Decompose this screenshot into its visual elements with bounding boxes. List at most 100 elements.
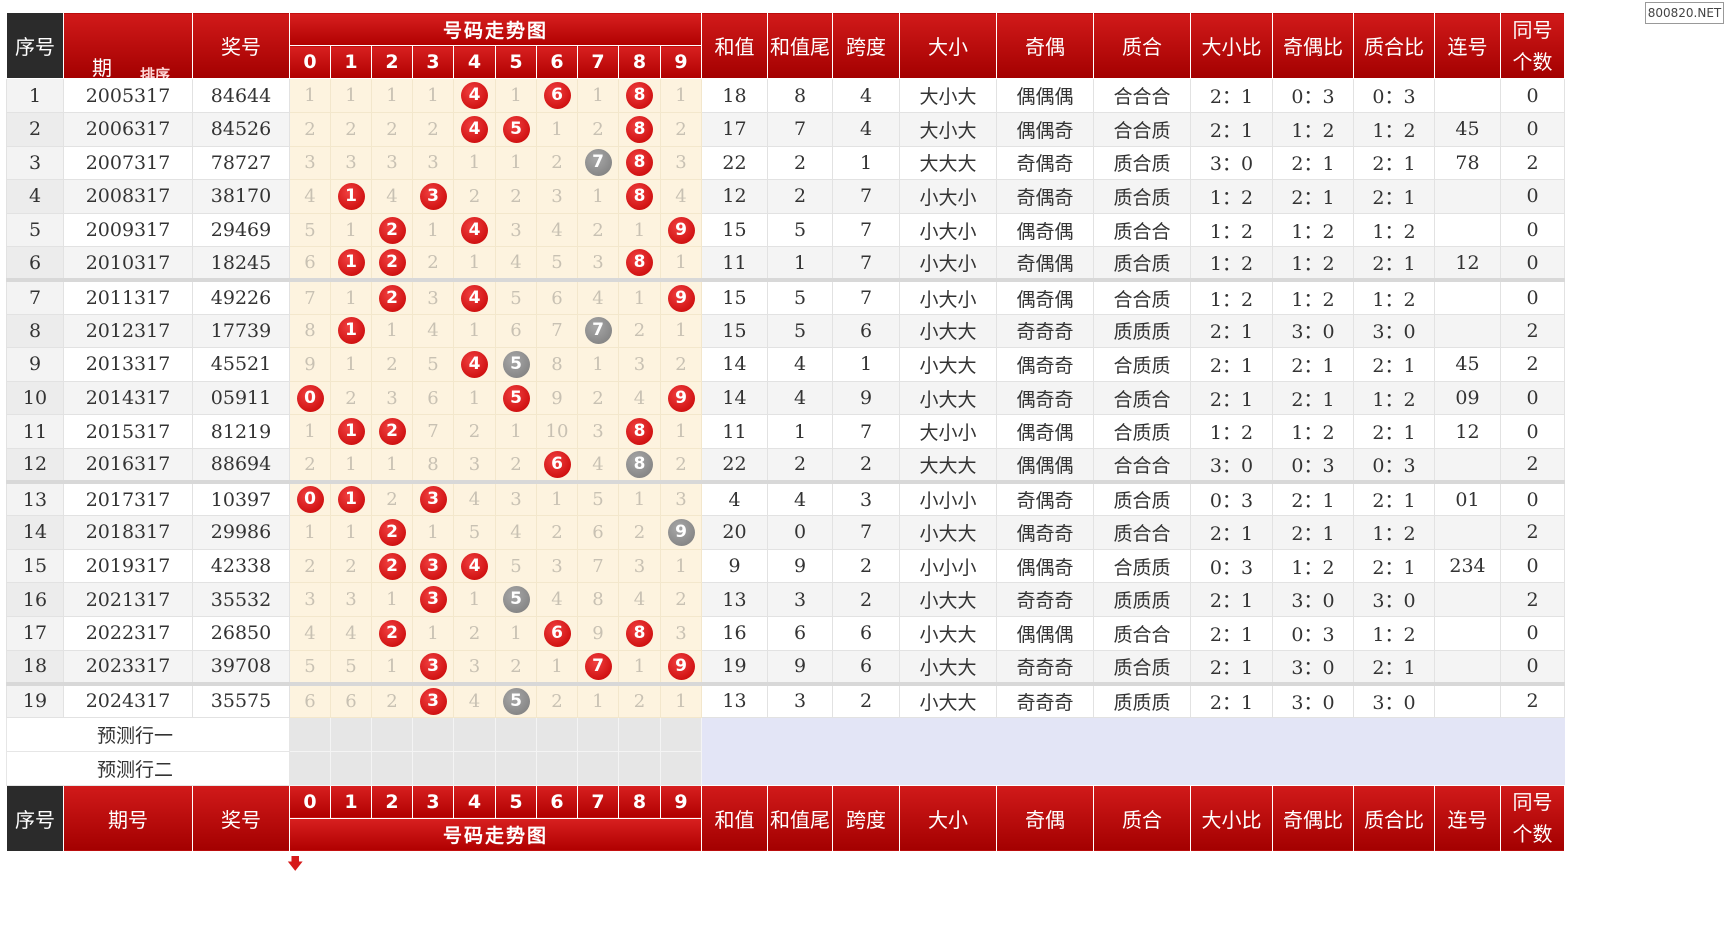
same-count-cell: 0	[1500, 179, 1565, 214]
missing-count-cell: 8	[412, 447, 454, 483]
digit-hit-cell: 9	[660, 649, 702, 685]
prime-comp-cell: 质合质	[1093, 649, 1191, 685]
prediction-digit-cell[interactable]	[453, 750, 496, 786]
prime-comp-ratio-cell: 1：2	[1353, 278, 1435, 315]
digit-hit-cell: 2	[371, 278, 413, 315]
prime-comp-ratio-cell: 1：2	[1353, 515, 1435, 550]
big-small-cell: 小大小	[899, 278, 997, 315]
missing-count-cell: 1	[371, 447, 413, 483]
number-cell: 81219	[192, 414, 290, 449]
prediction-digit-cell[interactable]	[536, 750, 578, 786]
big-small-cell: 小大大	[899, 615, 997, 651]
missing-count-cell: 1	[536, 112, 578, 147]
sort-label[interactable]: 排序	[140, 65, 171, 79]
missing-count-cell: 1	[495, 145, 537, 181]
prediction-digit-cell[interactable]	[412, 716, 454, 752]
missing-count-cell: 2	[495, 179, 537, 214]
digit-ball: 1	[337, 249, 365, 277]
number-cell: 29469	[192, 212, 290, 248]
index-cell: 11	[6, 414, 64, 449]
table-row: 2 2006317 84526 2 2 2 2 4 5 1 2 8 2 17 7 4 大小大 偶偶奇 合合质 2：1 1…	[6, 112, 1565, 147]
missing-count-cell: 3	[495, 480, 537, 517]
prediction-digit-cell[interactable]	[371, 750, 413, 786]
big-small-cell: 小大小	[899, 179, 997, 214]
missing-count-cell: 2	[371, 480, 413, 517]
digit-hit-cell: 6	[536, 615, 578, 651]
prediction-digit-cell[interactable]	[330, 750, 372, 786]
missing-count-cell: 1	[330, 212, 372, 248]
footer-big-small: 大小	[899, 784, 997, 852]
prime-comp-cell: 质合质	[1093, 179, 1191, 214]
missing-count-cell: 4	[330, 615, 372, 651]
prediction-digit-cell[interactable]	[371, 716, 413, 752]
draw-rows: 1 2005317 84644 1 1 1 1 4 1 6 1 8 1 18 8 4 大小大 偶偶偶 合合合 2：1 0…	[6, 78, 1565, 718]
footer-digit-0: 0	[289, 784, 331, 819]
prediction-digit-cell[interactable]	[618, 750, 661, 786]
big-small-cell: 小大大	[899, 347, 997, 382]
prediction-digit-cell[interactable]	[453, 716, 496, 752]
down-arrow-icon[interactable]: 🡇	[287, 854, 304, 873]
prediction-digit-cell[interactable]	[330, 716, 372, 752]
missing-count-cell: 5	[453, 515, 496, 550]
prime-comp-ratio-cell: 0：3	[1353, 78, 1435, 113]
digit-ball: 3	[419, 486, 447, 514]
digit-ball: 8	[626, 149, 653, 177]
big-small-cell: 小大大	[899, 681, 997, 718]
digit-ball: 0	[296, 486, 324, 514]
missing-count-cell: 2	[330, 112, 372, 147]
missing-count-cell: 3	[577, 246, 619, 281]
header-span: 跨度	[832, 12, 900, 79]
missing-count-cell: 1	[453, 246, 496, 281]
missing-count-cell: 2	[371, 681, 413, 718]
prediction-digit-cell[interactable]	[495, 716, 537, 752]
big-small-ratio-cell: 1：2	[1190, 212, 1273, 248]
missing-count-cell: 1	[577, 78, 619, 113]
missing-count-cell: 1	[453, 380, 496, 416]
prediction-digit-cell[interactable]	[577, 716, 619, 752]
prediction-digit-cell[interactable]	[660, 750, 702, 786]
table-row: 11 2015317 81219 1 1 2 7 2 1 10 3 8 1 11 1 7 大小小 偶奇偶 合质质 1：…	[6, 414, 1565, 449]
digit-hit-cell: 2	[371, 414, 413, 449]
missing-count-cell: 2	[618, 515, 661, 550]
odd-even-ratio-cell: 1：2	[1272, 548, 1354, 584]
prime-comp-ratio-cell: 2：1	[1353, 414, 1435, 449]
digit-header-1: 1	[330, 45, 372, 79]
consecutive-cell	[1434, 313, 1501, 349]
missing-count-cell: 2	[453, 179, 496, 214]
prediction-digit-cell[interactable]	[577, 750, 619, 786]
missing-count-cell: 2	[536, 145, 578, 181]
index-cell: 14	[6, 515, 64, 550]
index-cell: 6	[6, 246, 64, 281]
header-period-sort[interactable]: 期 号 排序 ▲▼	[63, 12, 193, 79]
missing-count-cell: 1	[618, 649, 661, 685]
digit-hit-cell: 8	[618, 112, 661, 147]
odd-even-ratio-cell: 0：3	[1272, 447, 1354, 483]
big-small-ratio-cell: 2：1	[1190, 582, 1273, 617]
missing-count-cell: 1	[577, 681, 619, 718]
same-count-cell: 2	[1500, 145, 1565, 181]
prediction-digit-cell[interactable]	[412, 750, 454, 786]
missing-count-cell: 1	[536, 649, 578, 685]
missing-count-cell: 1	[618, 278, 661, 315]
digit-header-3: 3	[412, 45, 454, 79]
sum-tail-cell: 1	[767, 414, 833, 449]
sum-cell: 22	[701, 447, 768, 483]
span-cell: 7	[832, 278, 900, 315]
prediction-digit-cell[interactable]	[618, 716, 661, 752]
missing-count-cell: 1	[289, 515, 331, 550]
prediction-digit-cell[interactable]	[289, 750, 331, 786]
big-small-cell: 大小小	[899, 414, 997, 449]
header-prime-comp: 质合	[1093, 12, 1191, 79]
consecutive-cell	[1434, 515, 1501, 550]
prediction-digit-cell[interactable]	[536, 716, 578, 752]
odd-even-ratio-cell: 1：2	[1272, 112, 1354, 147]
prediction-rows: 预测行一 预测行二	[6, 716, 1565, 786]
odd-even-cell: 奇奇奇	[996, 649, 1094, 685]
prediction-digit-cell[interactable]	[495, 750, 537, 786]
prediction-digit-cell[interactable]	[660, 716, 702, 752]
table-row: 1 2005317 84644 1 1 1 1 4 1 6 1 8 1 18 8 4 大小大 偶偶偶 合合合 2：1 0…	[6, 78, 1565, 113]
sum-cell: 11	[701, 246, 768, 281]
period-cell: 2017317	[63, 480, 193, 517]
prediction-digit-cell[interactable]	[289, 716, 331, 752]
span-cell: 6	[832, 649, 900, 685]
